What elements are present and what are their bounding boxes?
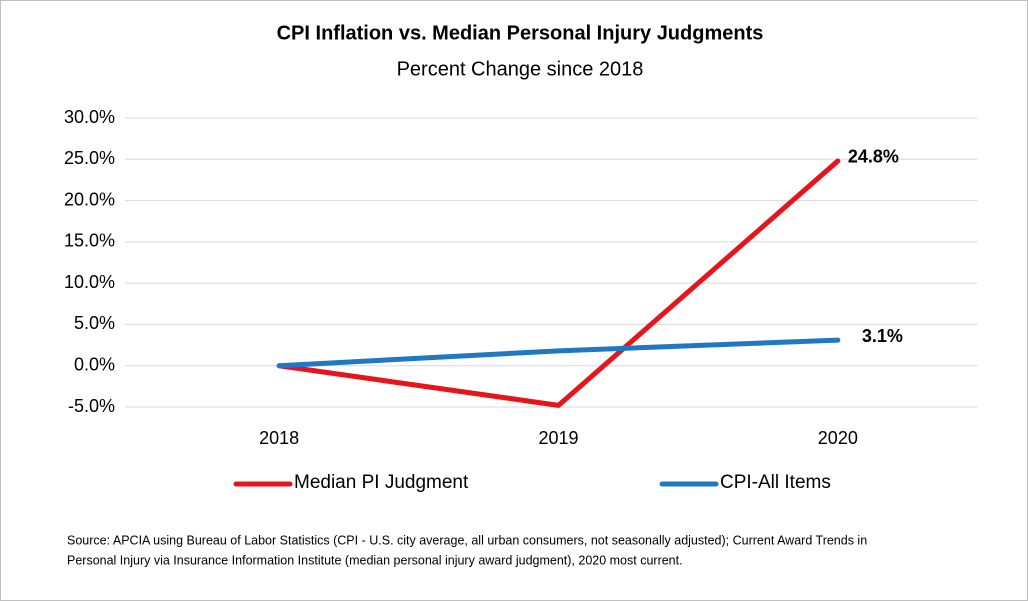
- source-note: Source: APCIA using Bureau of Labor Stat…: [67, 533, 867, 547]
- y-tick-label: 5.0%: [74, 313, 115, 333]
- data-label: 3.1%: [862, 326, 903, 346]
- series-line: [276, 158, 841, 408]
- source-note: Personal Injury via Insurance Informatio…: [67, 553, 683, 567]
- chart-title: CPI Inflation vs. Median Personal Injury…: [277, 22, 764, 44]
- data-label: 24.8%: [848, 147, 899, 167]
- x-tick-label: 2020: [818, 428, 858, 448]
- chart-subtitle: Percent Change since 2018: [397, 58, 644, 80]
- y-tick-label: -5.0%: [68, 396, 115, 416]
- y-tick-label: 15.0%: [64, 231, 115, 251]
- y-tick-label: 0.0%: [74, 354, 115, 374]
- x-tick-label: 2018: [259, 428, 299, 448]
- y-tick-label: 30.0%: [64, 107, 115, 127]
- y-tick-label: 25.0%: [64, 148, 115, 168]
- y-tick-label: 10.0%: [64, 272, 115, 292]
- series-line: [276, 337, 841, 369]
- y-tick-label: 20.0%: [64, 189, 115, 209]
- x-tick-label: 2019: [538, 428, 578, 448]
- legend-label: Median PI Judgment: [294, 472, 469, 493]
- legend-label: CPI-All Items: [720, 472, 831, 493]
